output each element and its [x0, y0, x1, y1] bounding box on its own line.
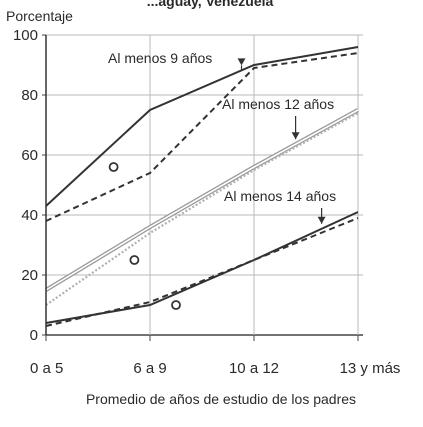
- annotation-label: Al menos 12 años: [222, 96, 334, 112]
- point-marker: [171, 300, 181, 310]
- arrow-head-icon: [317, 216, 326, 224]
- y-tick-label: 40: [21, 207, 38, 224]
- y-axis-label: Porcentaje: [6, 8, 73, 24]
- y-tick-label: 20: [21, 267, 38, 284]
- tick-labels: 0 20 40 60 80 100 0 a 5 6 a 9 10 a 12 13 y más: [13, 27, 400, 377]
- chart-header-fragment: ...aguay, Venezuela: [147, 0, 274, 9]
- circle-markers: [108, 162, 181, 310]
- annotations: Al menos 9 años Al menos 12 años Al menos …: [108, 50, 336, 224]
- x-tick-label: 0 a 5: [30, 360, 63, 377]
- y-tick-label: 80: [21, 87, 38, 104]
- series-line: [45, 217, 359, 327]
- x-tick-label: 13 y más: [340, 360, 401, 377]
- series-line: [45, 112, 359, 306]
- y-tick-label: 60: [21, 147, 38, 164]
- y-tick-label: 0: [30, 327, 38, 344]
- series-lines: [44, 46, 360, 327]
- annotation-label: Al menos 14 años: [224, 188, 336, 204]
- series-line: [45, 109, 359, 291]
- point-marker: [129, 255, 140, 265]
- grid: [42, 34, 363, 341]
- annotation-label: Al menos 9 años: [108, 50, 212, 66]
- y-tick-label: 100: [13, 27, 38, 44]
- series-line: [45, 211, 359, 324]
- x-tick-label: 6 a 9: [133, 360, 166, 377]
- x-axis-label: Promedio de años de estudio de los padre…: [86, 391, 356, 407]
- point-marker: [108, 162, 119, 172]
- series-line: [45, 52, 359, 222]
- x-tick-label: 10 a 12: [229, 360, 279, 377]
- series-line: [45, 46, 359, 207]
- arrow-head-icon: [291, 132, 300, 140]
- arrow-head-icon: [237, 58, 246, 66]
